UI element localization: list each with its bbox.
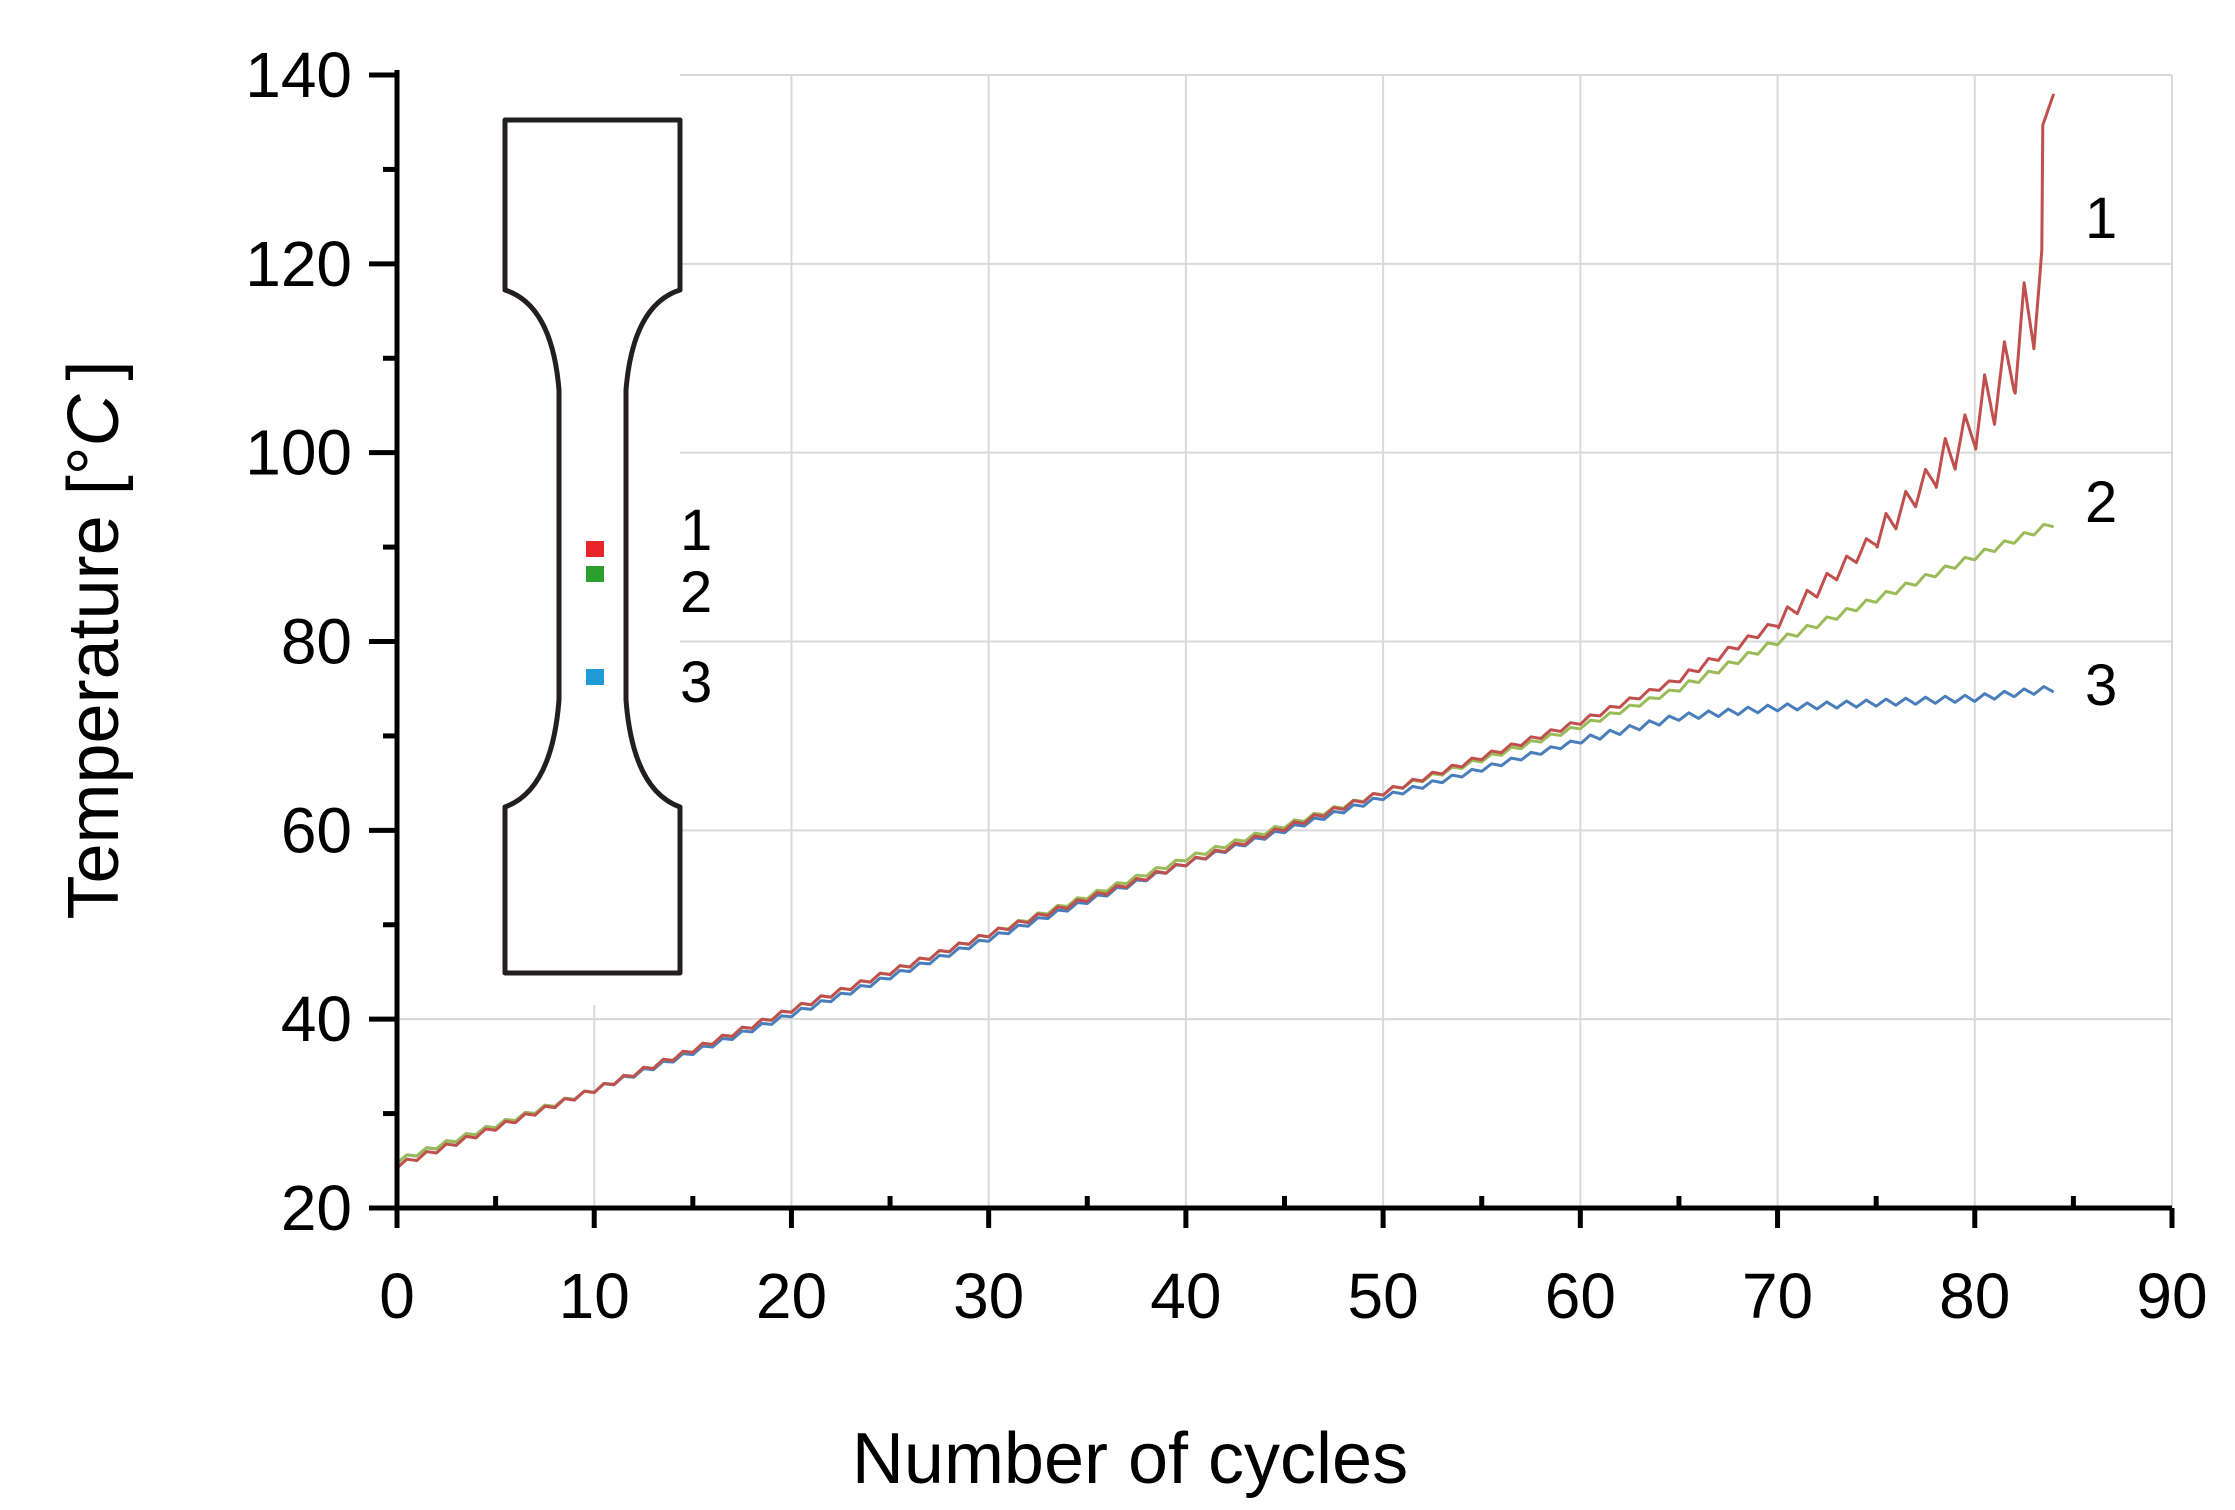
grid (397, 74, 2173, 1208)
y-tick-label-40: 40 (281, 983, 352, 1055)
y-axis-title: Temperature [°C] (54, 360, 134, 919)
inset-label-2: 2 (680, 560, 712, 625)
x-tick-label-0: 0 (379, 1260, 415, 1332)
x-tick-label-90: 90 (2136, 1260, 2207, 1332)
inset-label-1: 1 (680, 498, 712, 563)
curve-labels: 1 2 3 (2085, 186, 2117, 718)
x-tick-label-10: 10 (559, 1260, 630, 1332)
x-axis-title: Number of cycles (852, 1419, 1408, 1499)
curve-label-1: 1 (2085, 186, 2117, 251)
series-line-1 (395, 93, 2056, 1170)
y-tick-label-60: 60 (281, 794, 352, 866)
inset-label-3: 3 (680, 650, 712, 715)
inset-marker-2 (586, 566, 604, 582)
y-tick-label-100: 100 (245, 417, 352, 489)
x-tick-label-80: 80 (1939, 1260, 2010, 1332)
x-tick-label-30: 30 (953, 1260, 1024, 1332)
specimen-outline (502, 117, 683, 976)
y-tick-label-140: 140 (245, 39, 352, 111)
series-group (395, 93, 2056, 1170)
inset-marker-1 (586, 541, 604, 557)
inset-marker-3 (586, 669, 604, 685)
y-axis-title-close: ] (54, 360, 134, 380)
x-tick-label-20: 20 (756, 1260, 827, 1332)
x-tick-label-40: 40 (1150, 1260, 1221, 1332)
curve-label-2: 2 (2085, 470, 2117, 535)
x-tick-label-50: 50 (1348, 1260, 1419, 1332)
specimen-inset: 1 2 3 (350, 70, 712, 1005)
y-axis-title-unit: C (54, 394, 134, 447)
y-tick-label-120: 120 (245, 228, 352, 300)
curve-label-3: 3 (2085, 653, 2117, 718)
x-tick-label-70: 70 (1742, 1260, 1813, 1332)
x-tick-label-60: 60 (1545, 1260, 1616, 1332)
y-tick-label-20: 20 (281, 1172, 352, 1244)
y-tick-label-80: 80 (281, 606, 352, 678)
y-axis-title-main: Temperature [° (54, 447, 134, 920)
ticks: 0 10 20 30 40 50 60 70 80 90 20 40 60 80 100 120 140 (245, 39, 2207, 1332)
